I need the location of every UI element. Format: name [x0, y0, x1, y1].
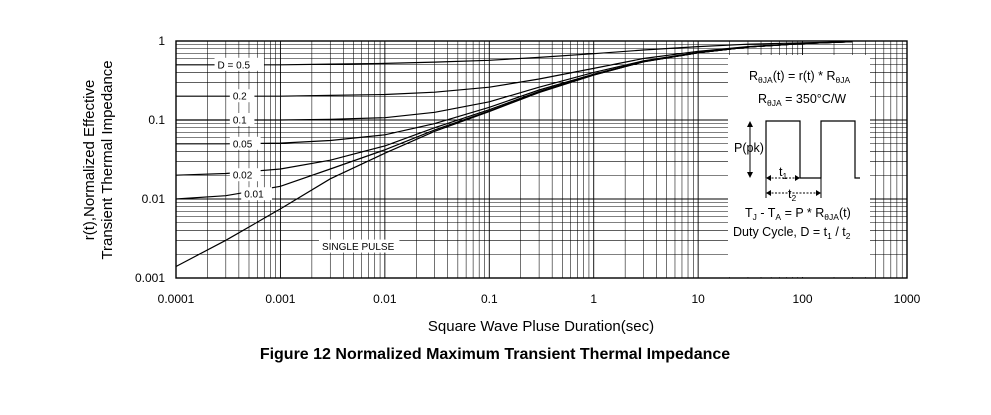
t1-label: t1	[779, 165, 787, 181]
t2-arrow-right	[816, 190, 821, 196]
series-label-0: D = 0.5	[218, 60, 251, 71]
t1-arrow-right	[795, 175, 800, 181]
equation-rtheta-value: RθJA = 350°C/W	[758, 92, 846, 108]
t1-arrow-left	[766, 175, 771, 181]
series-label-5: 0.01	[244, 190, 264, 201]
x-tick-label-0: 0.0001	[158, 292, 195, 306]
series-label-6: SINGLE PULSE	[322, 242, 395, 253]
y-tick-label-3: 1	[158, 34, 165, 48]
equation-rtheta-t: RθJA(t) = r(t) * RθJA	[749, 69, 851, 85]
annotation-box-background	[728, 55, 870, 277]
series-label-2: 0.1	[233, 116, 247, 127]
y-tick-label-2: 0.1	[148, 113, 165, 127]
equation-duty-cycle: Duty Cycle, D = t1 / t2	[733, 225, 851, 241]
series-label-bg-0	[214, 57, 264, 71]
x-tick-label-3: 0.1	[481, 292, 498, 306]
series-label-bg-3	[229, 136, 261, 150]
y-tick-labels: 0.001 0.01 0.1 1	[135, 34, 165, 285]
x-axis-label: Square Wave Pluse Duration(sec)	[428, 318, 654, 335]
y-tick-label-1: 0.01	[142, 192, 166, 206]
series-label-bg-5	[241, 187, 273, 201]
plot-frame	[175, 40, 908, 279]
series-label-bg-2	[229, 113, 255, 126]
t2-label: t2	[788, 187, 796, 203]
t2-arrow-left	[766, 190, 771, 196]
series-label-4: 0.02	[233, 171, 253, 182]
ppk-arrow-head-bottom	[747, 172, 753, 178]
x-tick-label-7: 1000	[894, 292, 921, 306]
ppk-arrow-head-top	[747, 121, 753, 127]
ppk-label: P(pk)	[734, 141, 764, 155]
y-axis-label-line1: r(t),Normalized Effective	[81, 80, 98, 241]
y-axis-label-line2: Transient Thermal Impedance	[99, 60, 116, 259]
chart-series	[175, 41, 853, 268]
equation-tj-ta: TJ - TA = P * RθJA(t)	[745, 206, 851, 222]
x-tick-label-2: 0.01	[373, 292, 397, 306]
series-labels: D = 0.5 0.2 0.1 0.05 0.02 0.01 SINGLE PULSE	[214, 57, 400, 253]
x-tick-label-1: 0.001	[265, 292, 295, 306]
series-label-bg-6	[318, 239, 400, 253]
series-label-bg-1	[229, 89, 255, 103]
series-label-bg-4	[229, 168, 261, 182]
x-tick-label-5: 10	[691, 292, 705, 306]
x-tick-label-4: 1	[590, 292, 597, 306]
series-label-3: 0.05	[233, 139, 253, 150]
series-line-6	[175, 41, 853, 268]
x-tick-label-6: 100	[793, 292, 813, 306]
y-tick-label-0: 0.001	[135, 271, 165, 285]
annotation-box: RθJA(t) = r(t) * RθJA RθJA = 350°C/W P(p…	[728, 55, 870, 277]
figure-caption: Figure 12 Normalized Maximum Transient T…	[260, 346, 730, 363]
series-label-1: 0.2	[233, 92, 247, 103]
x-tick-labels: 0.0001 0.001 0.01 0.1 1 10 100 1000	[158, 292, 921, 306]
series-line-0	[176, 41, 853, 66]
